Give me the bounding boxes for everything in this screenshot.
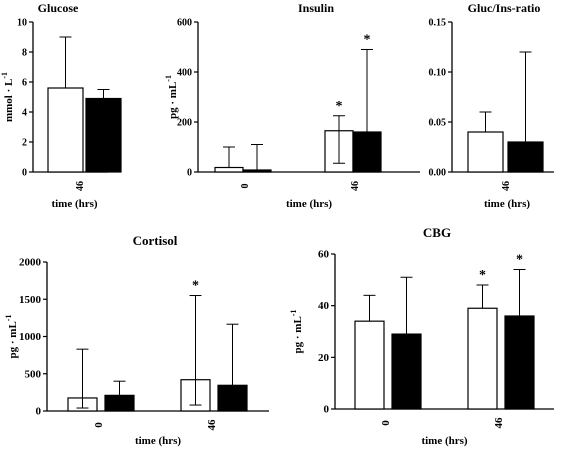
cortisol-ytick-label: 0 — [36, 406, 42, 418]
cbg-ytick-label: 0 — [324, 404, 330, 416]
insulin-significance-marker: * — [364, 33, 371, 48]
glucose-ytick-label: 4 — [22, 108, 27, 119]
gluc-ins-ratio-ytick-label: 0.05 — [429, 118, 447, 129]
cortisol-ylabel-sup: -1 — [4, 315, 13, 322]
gluc-ins-ratio-panel: Gluc/Ins-ratio 0.00 0.05 0.10 0.15 time (hrs)… — [429, 1, 554, 210]
glucose-ylabel-text: mmol · L — [3, 79, 15, 122]
glucose-bar-open — [47, 87, 84, 173]
cortisol-ylabel-text: pg · mL — [7, 321, 19, 358]
glucose-ylabel: mmol · L-1 — [0, 72, 15, 122]
cortisol-significance-marker: * — [192, 279, 199, 294]
insulin-bar-filled — [242, 169, 272, 173]
gluc-ins-ratio-xlabel: time (hrs) — [484, 198, 530, 210]
gluc-ins-ratio-bar-filled — [507, 141, 544, 173]
cbg-title: CBG — [423, 225, 451, 240]
glucose-category-label: 46 — [75, 181, 86, 191]
insulin-title: Insulin — [298, 1, 334, 15]
glucose-ytick-label: 8 — [22, 48, 27, 59]
glucose-bar-filled — [85, 97, 122, 173]
cortisol-category-label: 46 — [206, 419, 218, 431]
gluc-ins-ratio-ytick-label: 0.10 — [429, 68, 447, 79]
cbg-ylabel-sup: -1 — [289, 310, 298, 317]
cortisol-bar-filled — [217, 384, 248, 412]
cortisol-ytick-label: 500 — [25, 368, 42, 380]
cbg-bar-open — [467, 307, 498, 410]
cbg-significance-marker: * — [516, 253, 523, 268]
glucose-ytick-label: 2 — [22, 138, 27, 149]
cortisol-panel: Cortisol 0 500 1000 1500 2000 pg · mL-1 time (h… — [4, 233, 269, 447]
insulin-bar-filled — [352, 131, 382, 173]
insulin-xlabel: time (hrs) — [286, 198, 332, 210]
insulin-ylabel-sup: -1 — [164, 75, 173, 82]
insulin-category-label: 0 — [240, 184, 251, 189]
glucose-xlabel: time (hrs) — [51, 198, 97, 210]
cortisol-ytick-label: 1500 — [19, 294, 42, 306]
insulin-ylabel: pg · mL-1 — [164, 75, 179, 119]
gluc-ins-ratio-title: Gluc/Ins-ratio — [468, 1, 541, 15]
cbg-bar-filled — [504, 315, 535, 410]
cortisol-xlabel: time (hrs) — [135, 435, 181, 447]
gluc-ins-ratio-ytick-label: 0.00 — [429, 168, 447, 179]
glucose-ylabel-sup: -1 — [0, 72, 9, 79]
insulin-ytick-label: 0 — [187, 168, 192, 179]
cortisol-ylabel: pg · mL-1 — [4, 315, 19, 359]
cortisol-ytick-label: 2000 — [19, 257, 42, 269]
glucose-title: Glucose — [38, 1, 79, 15]
insulin-panel: Insulin 0 200 400 600 pg · mL-1 time (hrs) 0 46 *… — [164, 1, 420, 210]
insulin-category-label: 46 — [350, 181, 361, 191]
cbg-ytick-label: 20 — [318, 352, 330, 364]
cbg-ytick-label: 60 — [318, 249, 330, 261]
cbg-ytick-label: 40 — [318, 300, 330, 312]
insulin-ytick-label: 400 — [177, 68, 192, 79]
insulin-ytick-label: 200 — [177, 118, 192, 129]
glucose-ytick-label: 0 — [22, 168, 27, 179]
cbg-category-label: 0 — [380, 420, 392, 426]
cbg-panel: CBG 0 20 40 60 pg · mL-1 time (hrs) 0 46 * * — [289, 225, 554, 447]
gluc-ins-ratio-ytick-label: 0.15 — [429, 18, 447, 29]
cbg-xlabel: time (hrs) — [421, 435, 467, 447]
glucose-ytick-label: 10 — [17, 18, 27, 29]
cortisol-bar-filled — [104, 394, 135, 412]
glucose-ytick-label: 6 — [22, 78, 27, 89]
insulin-ytick-label: 600 — [177, 18, 192, 29]
cbg-category-label: 46 — [493, 417, 505, 429]
cbg-significance-marker: * — [479, 268, 486, 283]
gluc-ins-ratio-bar-open — [467, 131, 504, 173]
cortisol-ytick-label: 1000 — [19, 331, 42, 343]
cortisol-category-label: 0 — [93, 422, 105, 428]
insulin-bar-open — [214, 166, 244, 173]
cbg-ylabel: pg · mL-1 — [289, 310, 304, 354]
cbg-bar-open — [354, 320, 385, 410]
gluc-ins-ratio-category-label: 46 — [501, 181, 512, 191]
cbg-bar-filled — [391, 333, 422, 410]
cbg-ylabel-text: pg · mL — [292, 316, 304, 353]
insulin-ylabel-text: pg · mL — [167, 82, 179, 119]
insulin-significance-marker: * — [336, 99, 343, 114]
cortisol-title: Cortisol — [133, 233, 178, 248]
